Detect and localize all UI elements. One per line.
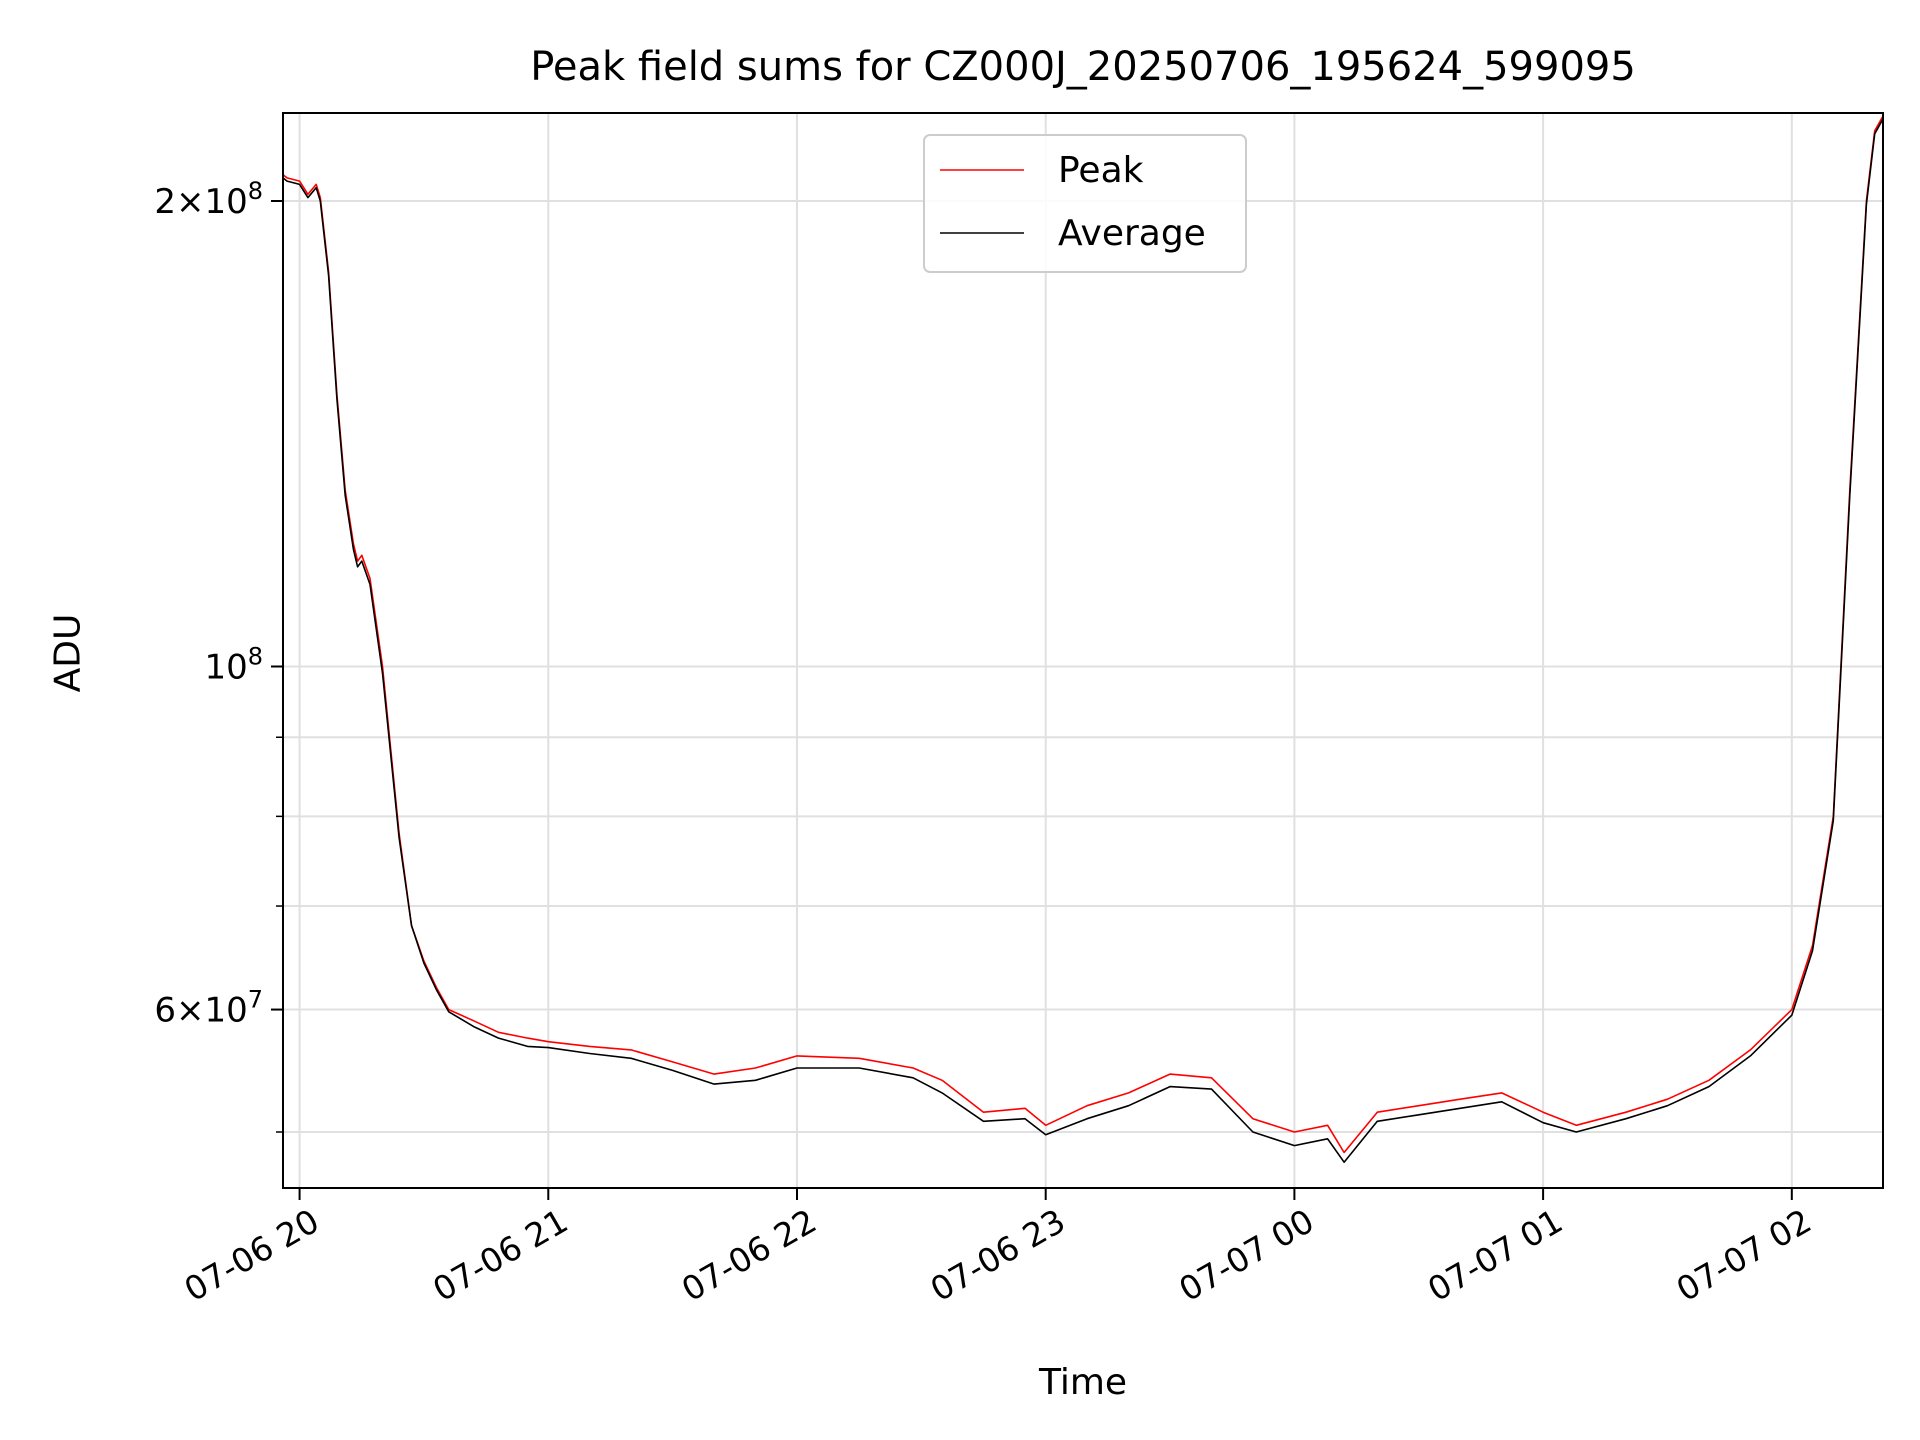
legend: Peak Average bbox=[923, 134, 1247, 273]
x-tick-label: 07-06 22 bbox=[675, 1201, 823, 1309]
x-tick-label: 07-06 20 bbox=[178, 1201, 326, 1309]
series-line-average bbox=[282, 118, 1884, 1163]
plot-frame bbox=[282, 112, 1884, 1189]
y-tick-label: 108 bbox=[204, 642, 263, 687]
x-tick-label: 07-06 23 bbox=[924, 1201, 1072, 1309]
chart-title: Peak field sums for CZ000J_20250706_1956… bbox=[530, 44, 1636, 90]
y-ticks: 2×108 108 6×107 bbox=[154, 177, 283, 1133]
series-layer bbox=[282, 115, 1884, 1163]
x-tick-label: 07-07 02 bbox=[1670, 1201, 1818, 1309]
y-tick-label: 6×107 bbox=[154, 986, 263, 1031]
x-tick-label: 07-07 00 bbox=[1172, 1201, 1320, 1309]
legend-label: Peak bbox=[1058, 150, 1144, 191]
x-ticks: 07-06 20 07-06 21 07-06 22 07-06 23 07-07 00… bbox=[178, 1188, 1818, 1309]
x-tick-label: 07-07 01 bbox=[1421, 1201, 1569, 1309]
series-line-peak bbox=[282, 115, 1884, 1154]
grid-lines bbox=[283, 113, 1883, 1188]
y-tick-label: 2×108 bbox=[154, 177, 263, 222]
x-axis-label: Time bbox=[1038, 1362, 1128, 1403]
legend-label: Average bbox=[1058, 213, 1206, 254]
x-tick-label: 07-06 21 bbox=[426, 1201, 574, 1309]
